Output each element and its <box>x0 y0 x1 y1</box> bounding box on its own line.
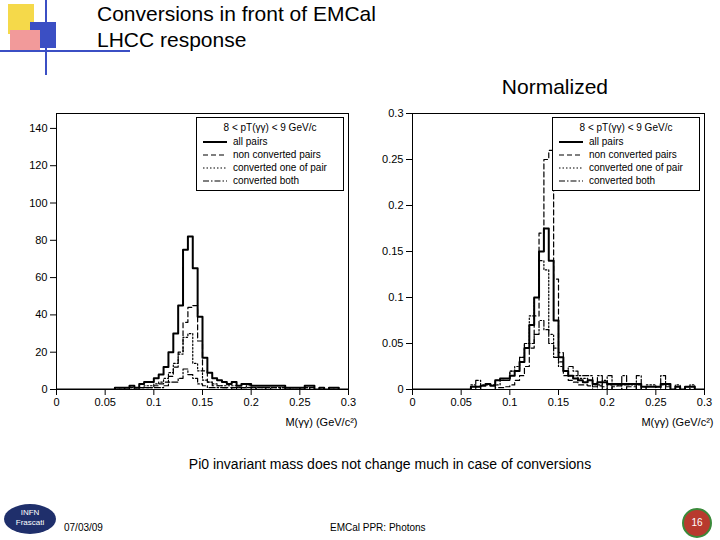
svg-text:0.2: 0.2 <box>244 396 259 408</box>
svg-text:120: 120 <box>29 159 47 171</box>
html-text:converted one of pair: converted one of pair <box>233 162 327 173</box>
svg-text:60: 60 <box>35 271 47 283</box>
svg-text:0: 0 <box>41 383 47 395</box>
svg-text:40: 40 <box>35 308 47 320</box>
html-text:converted both: converted both <box>233 175 300 186</box>
svg-text:0.05: 0.05 <box>94 396 115 408</box>
html-text:Normalized: Normalized <box>501 75 608 98</box>
html-text:8 < pT(γγ) < 9 GeV/c: 8 < pT(γγ) < 9 GeV/c <box>223 122 317 133</box>
svg-text:100: 100 <box>29 197 47 209</box>
html-text:Frascati: Frascati <box>15 518 45 527</box>
svg-text:0.05: 0.05 <box>382 337 403 349</box>
svg-text:0.2: 0.2 <box>388 199 403 211</box>
svg-text:0.25: 0.25 <box>382 153 403 165</box>
svg-text:0.15: 0.15 <box>382 245 403 257</box>
html-text:07/03/09: 07/03/09 <box>64 522 103 533</box>
html-text:converted both: converted both <box>589 175 656 186</box>
svg-text:0.05: 0.05 <box>450 396 471 408</box>
html-text:all pairs: all pairs <box>589 136 624 147</box>
html-text:LHCC response: LHCC response <box>97 28 247 51</box>
svg-text:0.25: 0.25 <box>289 396 310 408</box>
html-text:EMCal PPR: Photons: EMCal PPR: Photons <box>330 522 426 533</box>
html-text:non converted pairs: non converted pairs <box>589 149 677 160</box>
svg-text:140: 140 <box>29 122 47 134</box>
svg-text:0.1: 0.1 <box>146 396 161 408</box>
html-text:Conversions in front of EMCal: Conversions in front of EMCal <box>97 2 376 25</box>
html-text:non converted pairs: non converted pairs <box>233 149 321 160</box>
svg-text:20: 20 <box>35 346 47 358</box>
svg-text:0.3: 0.3 <box>388 107 403 119</box>
svg-text:0.1: 0.1 <box>502 396 517 408</box>
svg-text:0.3: 0.3 <box>697 396 712 408</box>
svg-text:80: 80 <box>35 234 47 246</box>
svg-text:0.2: 0.2 <box>600 396 615 408</box>
html-text:converted one of pair: converted one of pair <box>589 162 683 173</box>
svg-text:0.15: 0.15 <box>192 396 213 408</box>
html-text:Pi0 invariant mass does not ch: Pi0 invariant mass does not change much … <box>188 456 592 472</box>
html-text:8 < pT(γγ) < 9 GeV/c: 8 < pT(γγ) < 9 GeV/c <box>579 122 673 133</box>
svg-text:0: 0 <box>409 396 415 408</box>
svg-text:0.25: 0.25 <box>645 396 666 408</box>
html-text:16: 16 <box>691 517 703 528</box>
svg-text:0.15: 0.15 <box>548 396 569 408</box>
svg-text:M(γγ) (GeV/c²): M(γγ) (GeV/c²) <box>641 416 713 428</box>
svg-text:0.3: 0.3 <box>341 396 356 408</box>
svg-text:0: 0 <box>397 383 403 395</box>
html-text:all pairs: all pairs <box>233 136 268 147</box>
svg-text:0: 0 <box>53 396 59 408</box>
html-text:INFN: INFN <box>20 508 40 517</box>
svg-text:M(γγ) (GeV/c²): M(γγ) (GeV/c²) <box>285 416 357 428</box>
svg-text:0.1: 0.1 <box>388 291 403 303</box>
